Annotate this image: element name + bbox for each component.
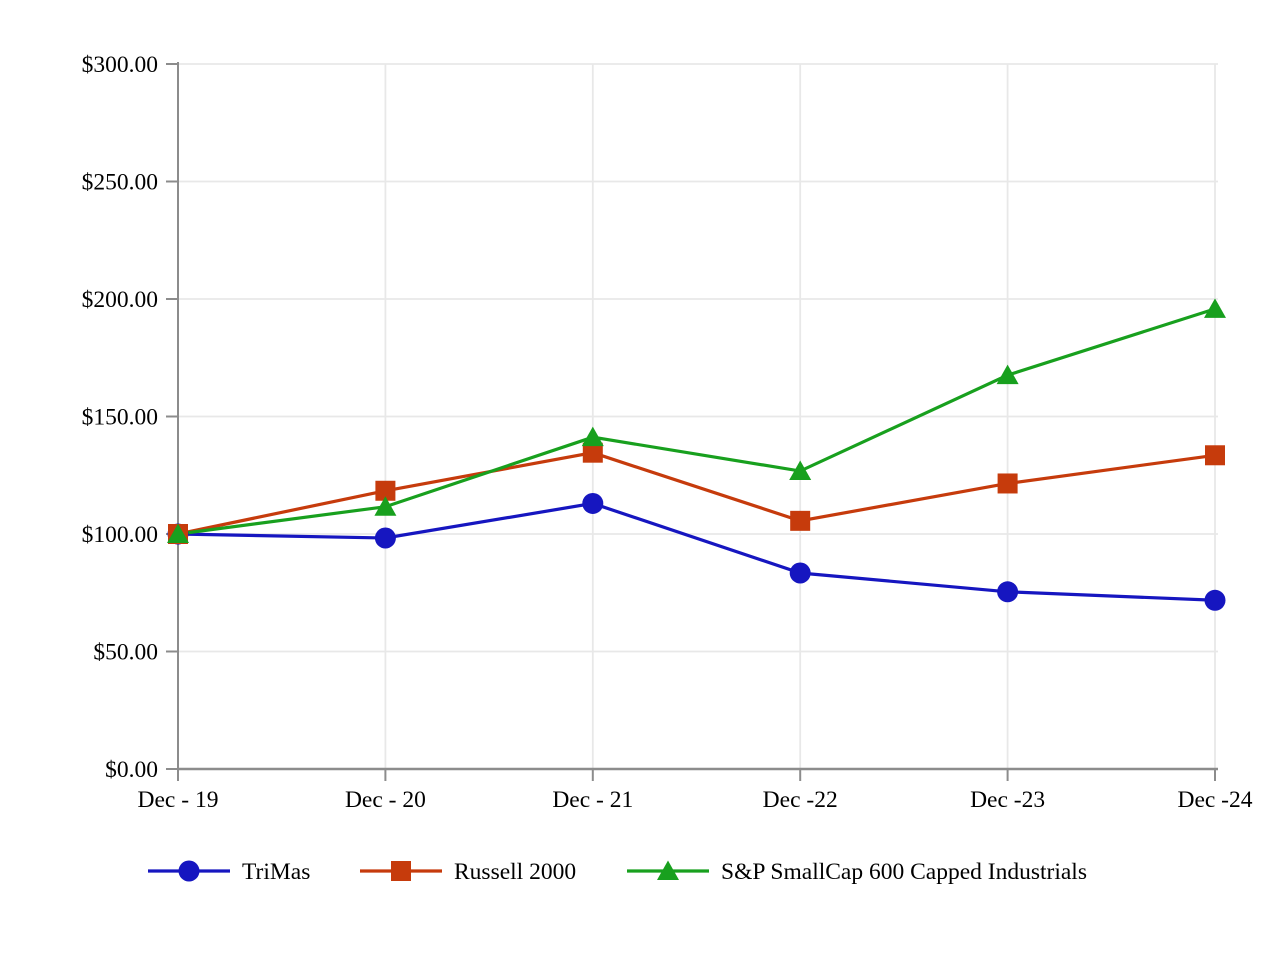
data-point [997, 473, 1018, 494]
x-tick-label: Dec -24 [1177, 787, 1252, 813]
legend-label: TriMas [242, 859, 310, 885]
y-tick-label: $50.00 [93, 640, 158, 666]
legend-label: S&P SmallCap 600 Capped Industrials [721, 859, 1087, 885]
data-point [374, 527, 396, 549]
legend-marker-triangle-icon [657, 860, 679, 880]
data-point [789, 460, 812, 481]
data-point [374, 496, 397, 516]
legend-marker-circle-icon [178, 860, 200, 882]
x-tick-label: Dec - 21 [552, 787, 633, 813]
y-tick-label: $150.00 [82, 405, 158, 431]
data-point [997, 581, 1019, 603]
legend-marker-square-icon [391, 861, 411, 881]
y-tick-label: $300.00 [82, 52, 158, 78]
data-point [375, 480, 396, 501]
data-point [1204, 589, 1226, 611]
series-line-s-p-smallcap-600-capped-industrials [177, 307, 1216, 536]
data-point [996, 364, 1019, 385]
series-line-russell-2000 [177, 451, 1216, 536]
data-point [789, 562, 811, 584]
x-tick-label: Dec - 20 [345, 787, 426, 813]
series-line-trimas [177, 501, 1216, 602]
y-tick-label: $0.00 [105, 757, 158, 783]
y-tick-label: $100.00 [82, 522, 158, 548]
x-tick-label: Dec -23 [970, 787, 1045, 813]
x-tick-label: Dec -22 [763, 787, 838, 813]
legend-label: Russell 2000 [454, 859, 576, 885]
data-point [581, 426, 604, 447]
x-tick-label: Dec - 19 [138, 787, 219, 813]
data-point [1204, 298, 1226, 318]
y-tick-label: $200.00 [82, 287, 158, 313]
data-point [790, 510, 811, 531]
data-point [1205, 445, 1225, 466]
data-point [167, 523, 189, 543]
y-tick-label: $250.00 [82, 170, 158, 196]
data-point [582, 442, 603, 463]
data-point [582, 492, 604, 514]
